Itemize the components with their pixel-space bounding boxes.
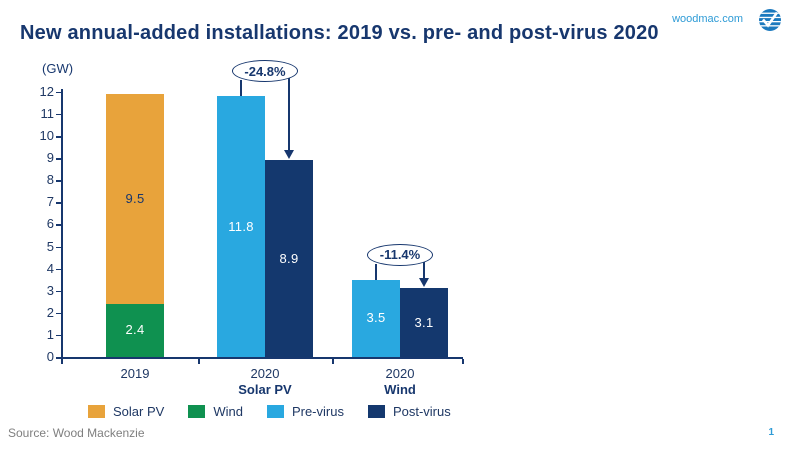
x-category-label: 2020 — [385, 366, 415, 381]
y-axis-line — [61, 89, 63, 359]
bar-value-label: 3.1 — [414, 314, 434, 330]
y-tick-label: 10 — [39, 128, 54, 143]
y-tick-label: 6 — [46, 216, 54, 232]
woodmac-link[interactable]: woodmac.com — [672, 13, 743, 25]
y-tick-label: 3 — [46, 282, 54, 298]
x-category-label: 2020 — [250, 366, 280, 381]
bar-value-label: 3.5 — [366, 310, 386, 326]
y-tick-label: 12 — [39, 83, 54, 99]
x-tick-mark — [332, 359, 334, 364]
y-tick-mark — [56, 357, 61, 359]
y-tick-label: 11 — [40, 105, 55, 121]
legend-swatch-pre-virus — [266, 405, 284, 418]
x-category-label: 2019 — [120, 366, 150, 381]
x-tick-mark — [198, 359, 200, 364]
chart-legend: Solar PV Wind Pre-virus Post-virus — [88, 404, 451, 419]
y-tick-label: 7 — [46, 194, 54, 210]
y-tick-mark — [56, 180, 61, 182]
x-category-sub-label: Wind — [384, 382, 416, 397]
legend-label: Post-virus — [392, 404, 451, 419]
bar-segment-wind — [106, 303, 164, 357]
y-tick-mark — [56, 158, 61, 160]
x-tick-mark — [462, 359, 464, 364]
annotation-ellipse: -24.8% — [232, 60, 298, 83]
bar-value-label: 11.8 — [228, 218, 254, 234]
annotation-arrow-stem — [423, 261, 425, 279]
legend-item: Wind — [188, 404, 243, 419]
legend-label: Solar PV — [113, 404, 165, 419]
page-number: 1 — [768, 427, 774, 438]
annotation-arrowhead — [418, 278, 429, 288]
source-note: Source: Wood Mackenzie — [8, 426, 145, 440]
bar-pre-virus — [217, 96, 265, 357]
y-tick-mark — [56, 224, 61, 226]
annotation-ellipse: -11.4% — [367, 243, 433, 266]
y-tick-mark — [56, 136, 61, 138]
annotation-arrow-stem — [288, 78, 290, 151]
page-title: New annual-added installations: 2019 vs.… — [20, 22, 659, 44]
y-tick-mark — [56, 312, 61, 315]
legend-label: Wind — [213, 404, 243, 419]
bar-value-label: 8.9 — [279, 250, 299, 266]
y-tick-label: 5 — [46, 238, 54, 254]
y-tick-mark — [56, 290, 61, 293]
y-tick-mark — [56, 202, 61, 204]
bar-pre-virus — [352, 279, 400, 357]
y-tick-label: 9 — [46, 150, 54, 166]
x-category-sub-label: Solar PV — [238, 382, 292, 397]
y-tick-mark — [56, 246, 61, 248]
legend-item: Pre-virus — [266, 404, 344, 419]
legend-item: Solar PV — [88, 404, 164, 419]
x-tick-mark — [61, 359, 63, 364]
bar-value-label: 2.4 — [125, 322, 145, 338]
x-axis-line — [61, 357, 463, 359]
bar-post-virus — [265, 160, 313, 357]
legend-item: Post-virus — [367, 404, 451, 419]
y-tick-label: 2 — [46, 304, 54, 320]
y-tick-label: 4 — [46, 260, 54, 276]
legend-swatch-wind — [188, 405, 206, 418]
legend-swatch-solar-pv — [88, 405, 105, 418]
woodmac-logo-icon — [758, 8, 782, 32]
y-tick-mark — [56, 91, 61, 94]
y-tick-label: 8 — [46, 172, 54, 188]
annotation-arrowhead — [283, 150, 294, 160]
y-tick-mark — [56, 268, 61, 271]
y-tick-mark — [56, 334, 61, 337]
y-tick-label: 0 — [46, 349, 54, 364]
y-tick-label: 1 — [46, 326, 54, 342]
annotation-connector — [240, 80, 242, 97]
bar-value-label: 9.5 — [125, 190, 145, 206]
bar-post-virus — [400, 288, 448, 357]
legend-swatch-post-virus — [367, 405, 385, 418]
y-tick-mark — [56, 113, 61, 116]
legend-label: Pre-virus — [291, 404, 344, 419]
annotation-connector — [375, 263, 377, 280]
bar-segment-solar-pv — [106, 94, 164, 304]
y-axis-unit-label: (GW) — [42, 61, 74, 76]
